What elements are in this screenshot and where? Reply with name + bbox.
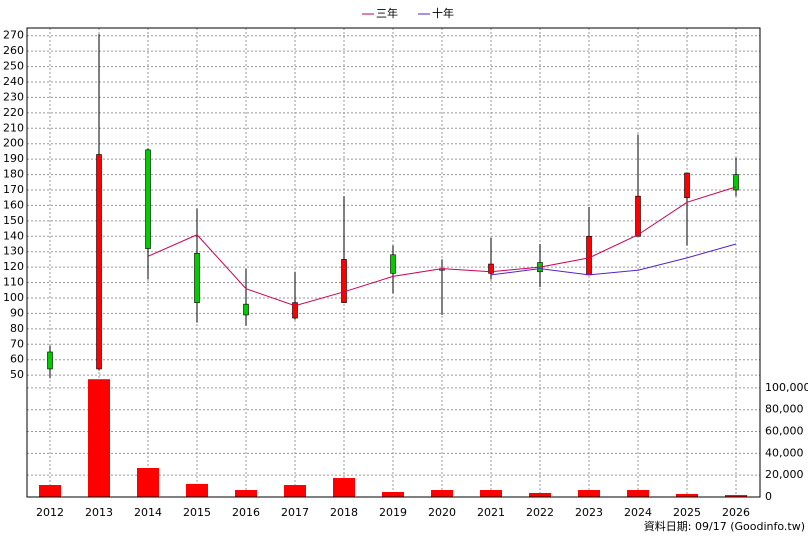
volume-bar xyxy=(480,490,502,497)
y-tick-label: 260 xyxy=(3,44,24,57)
volume-bar xyxy=(284,485,306,497)
candle-body xyxy=(390,254,396,274)
candle-body xyxy=(684,172,690,199)
legend-label: 三年 xyxy=(376,6,398,20)
candle-body xyxy=(586,235,592,276)
y-tick-label: 100 xyxy=(3,291,24,304)
volume-bar xyxy=(333,478,355,497)
volume-bar xyxy=(431,490,453,497)
x-tick-label: 2014 xyxy=(134,506,162,519)
x-tick-label: 2024 xyxy=(624,506,652,519)
volume-bar xyxy=(137,467,159,497)
x-tick-label: 2019 xyxy=(379,506,407,519)
y2-tick-label: 0 xyxy=(765,490,772,503)
y-tick-label: 200 xyxy=(3,137,24,150)
footer: 資料日期: 09/17 (Goodinfo.tw) xyxy=(644,519,805,533)
x-tick-label: 2013 xyxy=(85,506,113,519)
y-tick-label: 60 xyxy=(10,353,24,366)
volume-bar xyxy=(725,495,747,497)
candle-body xyxy=(243,303,249,316)
candle-body xyxy=(292,302,298,319)
candle-body xyxy=(635,195,641,237)
y-tick-label: 50 xyxy=(10,368,24,381)
y-tick-label: 80 xyxy=(10,322,24,335)
y-tick-label: 70 xyxy=(10,337,24,350)
y-tick-label: 140 xyxy=(3,229,24,242)
x-tick-label: 2015 xyxy=(183,506,211,519)
y2-tick-label: 20,000 xyxy=(765,468,804,481)
y-tick-label: 110 xyxy=(3,276,24,289)
x-tick-label: 2012 xyxy=(36,506,64,519)
x-tick-label: 2026 xyxy=(722,506,750,519)
candle-body xyxy=(194,252,200,303)
y2-tick-label: 80,000 xyxy=(765,403,804,416)
y-tick-label: 120 xyxy=(3,260,24,273)
y-tick-label: 90 xyxy=(10,306,24,319)
x-tick-label: 2021 xyxy=(477,506,505,519)
y-tick-label: 270 xyxy=(3,29,24,42)
x-tick-label: 2025 xyxy=(673,506,701,519)
candle-body xyxy=(47,351,53,370)
y2-tick-label: 40,000 xyxy=(765,446,804,459)
volume-bar xyxy=(676,493,698,497)
x-tick-label: 2022 xyxy=(526,506,554,519)
candle-body xyxy=(145,149,151,249)
x-tick-label: 2017 xyxy=(281,506,309,519)
y-tick-label: 210 xyxy=(3,121,24,134)
x-tick-label: 2018 xyxy=(330,506,358,519)
volume-bar xyxy=(186,483,208,497)
volume-bar xyxy=(627,490,649,497)
candle-body xyxy=(341,259,347,303)
y-tick-label: 130 xyxy=(3,245,24,258)
volume-bar xyxy=(39,485,61,497)
x-tick-label: 2016 xyxy=(232,506,260,519)
volume-bar xyxy=(235,490,257,497)
x-tick-label: 2023 xyxy=(575,506,603,519)
y-tick-label: 180 xyxy=(3,168,24,181)
x-tick-label: 2020 xyxy=(428,506,456,519)
y-tick-label: 170 xyxy=(3,183,24,196)
y-tick-label: 250 xyxy=(3,60,24,73)
ma-line xyxy=(147,186,737,307)
y-tick-label: 230 xyxy=(3,90,24,103)
volume-bar xyxy=(529,492,551,497)
y2-tick-label: 100,000 xyxy=(765,381,808,394)
volume-bar xyxy=(88,379,110,497)
candle-body xyxy=(488,263,494,274)
y-tick-label: 220 xyxy=(3,106,24,119)
volume-bar xyxy=(382,491,404,497)
legend-label: 十年 xyxy=(432,6,454,20)
candle-body xyxy=(96,154,102,370)
plot-frame xyxy=(26,27,761,498)
y-tick-label: 190 xyxy=(3,152,24,165)
y-tick-label: 150 xyxy=(3,214,24,227)
y2-tick-label: 60,000 xyxy=(765,425,804,438)
y-tick-label: 160 xyxy=(3,198,24,211)
ma-line xyxy=(490,243,737,276)
volume-bar xyxy=(578,490,600,497)
candle-body xyxy=(733,174,739,191)
y-tick-label: 240 xyxy=(3,75,24,88)
